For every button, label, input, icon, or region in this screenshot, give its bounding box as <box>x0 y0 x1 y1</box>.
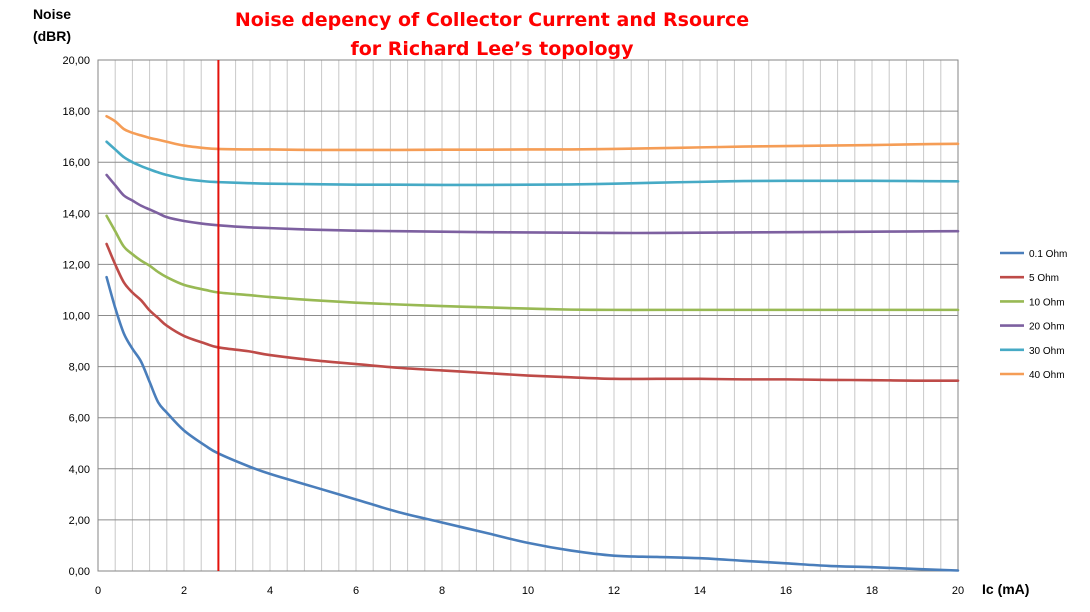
chart-title-line-2: for Richard Lee’s topology <box>350 38 634 60</box>
series-line <box>105 242 960 382</box>
legend-label: 30 Ohm <box>1029 346 1065 357</box>
legend-label: 10 Ohm <box>1029 297 1065 308</box>
x-tick-label: 18 <box>866 585 878 597</box>
series-lines <box>105 114 960 572</box>
y-axis-title-line-2: (dBR) <box>33 28 71 44</box>
y-tick-label: 2,00 <box>69 515 90 527</box>
x-axis-title: Ic (mA) <box>982 581 1029 597</box>
legend-label: 40 Ohm <box>1029 370 1065 381</box>
x-tick-label: 16 <box>780 585 792 597</box>
x-tick-label: 6 <box>353 585 359 597</box>
x-tick-label: 0 <box>95 585 101 597</box>
y-tick-label: 14,00 <box>62 208 90 220</box>
x-tick-label: 12 <box>608 585 620 597</box>
x-tick-label: 8 <box>439 585 445 597</box>
y-tick-label: 12,00 <box>62 259 90 271</box>
y-tick-label: 0,00 <box>69 566 90 578</box>
x-tick-label: 4 <box>267 585 273 597</box>
x-axis-tick-labels: 0 2 4 6 8 10 12 14 16 18 20 <box>95 585 964 597</box>
legend-label: 0.1 Ohm <box>1029 249 1067 260</box>
y-tick-label: 10,00 <box>62 311 90 323</box>
y-tick-label: 8,00 <box>69 362 90 374</box>
y-tick-label: 6,00 <box>69 413 90 425</box>
legend-label: 5 Ohm <box>1029 273 1059 284</box>
chart-title-line-1: Noise depency of Collector Current and R… <box>235 9 749 31</box>
x-tick-label: 2 <box>181 585 187 597</box>
y-tick-label: 16,00 <box>62 157 90 169</box>
plot-area-border <box>97 59 959 572</box>
y-axis-tick-labels: 0,00 2,00 4,00 6,00 8,00 10,00 12,00 14,00 16,00… <box>62 55 90 578</box>
series-line <box>105 275 960 572</box>
series-line <box>105 114 960 152</box>
x-tick-label: 14 <box>694 585 706 597</box>
x-tick-label: 20 <box>952 585 964 597</box>
series-line <box>105 173 960 235</box>
y-tick-label: 20,00 <box>62 55 90 67</box>
y-axis-title-line-1: Noise <box>33 6 71 22</box>
series-line <box>105 140 960 187</box>
y-tick-label: 4,00 <box>69 464 90 476</box>
legend: 0.1 Ohm 5 Ohm 10 Ohm 20 Ohm 30 Ohm 40 Ohm <box>1000 249 1067 381</box>
x-tick-label: 10 <box>522 585 534 597</box>
legend-label: 20 Ohm <box>1029 322 1065 333</box>
series-line <box>105 214 960 312</box>
y-tick-label: 18,00 <box>62 106 90 118</box>
